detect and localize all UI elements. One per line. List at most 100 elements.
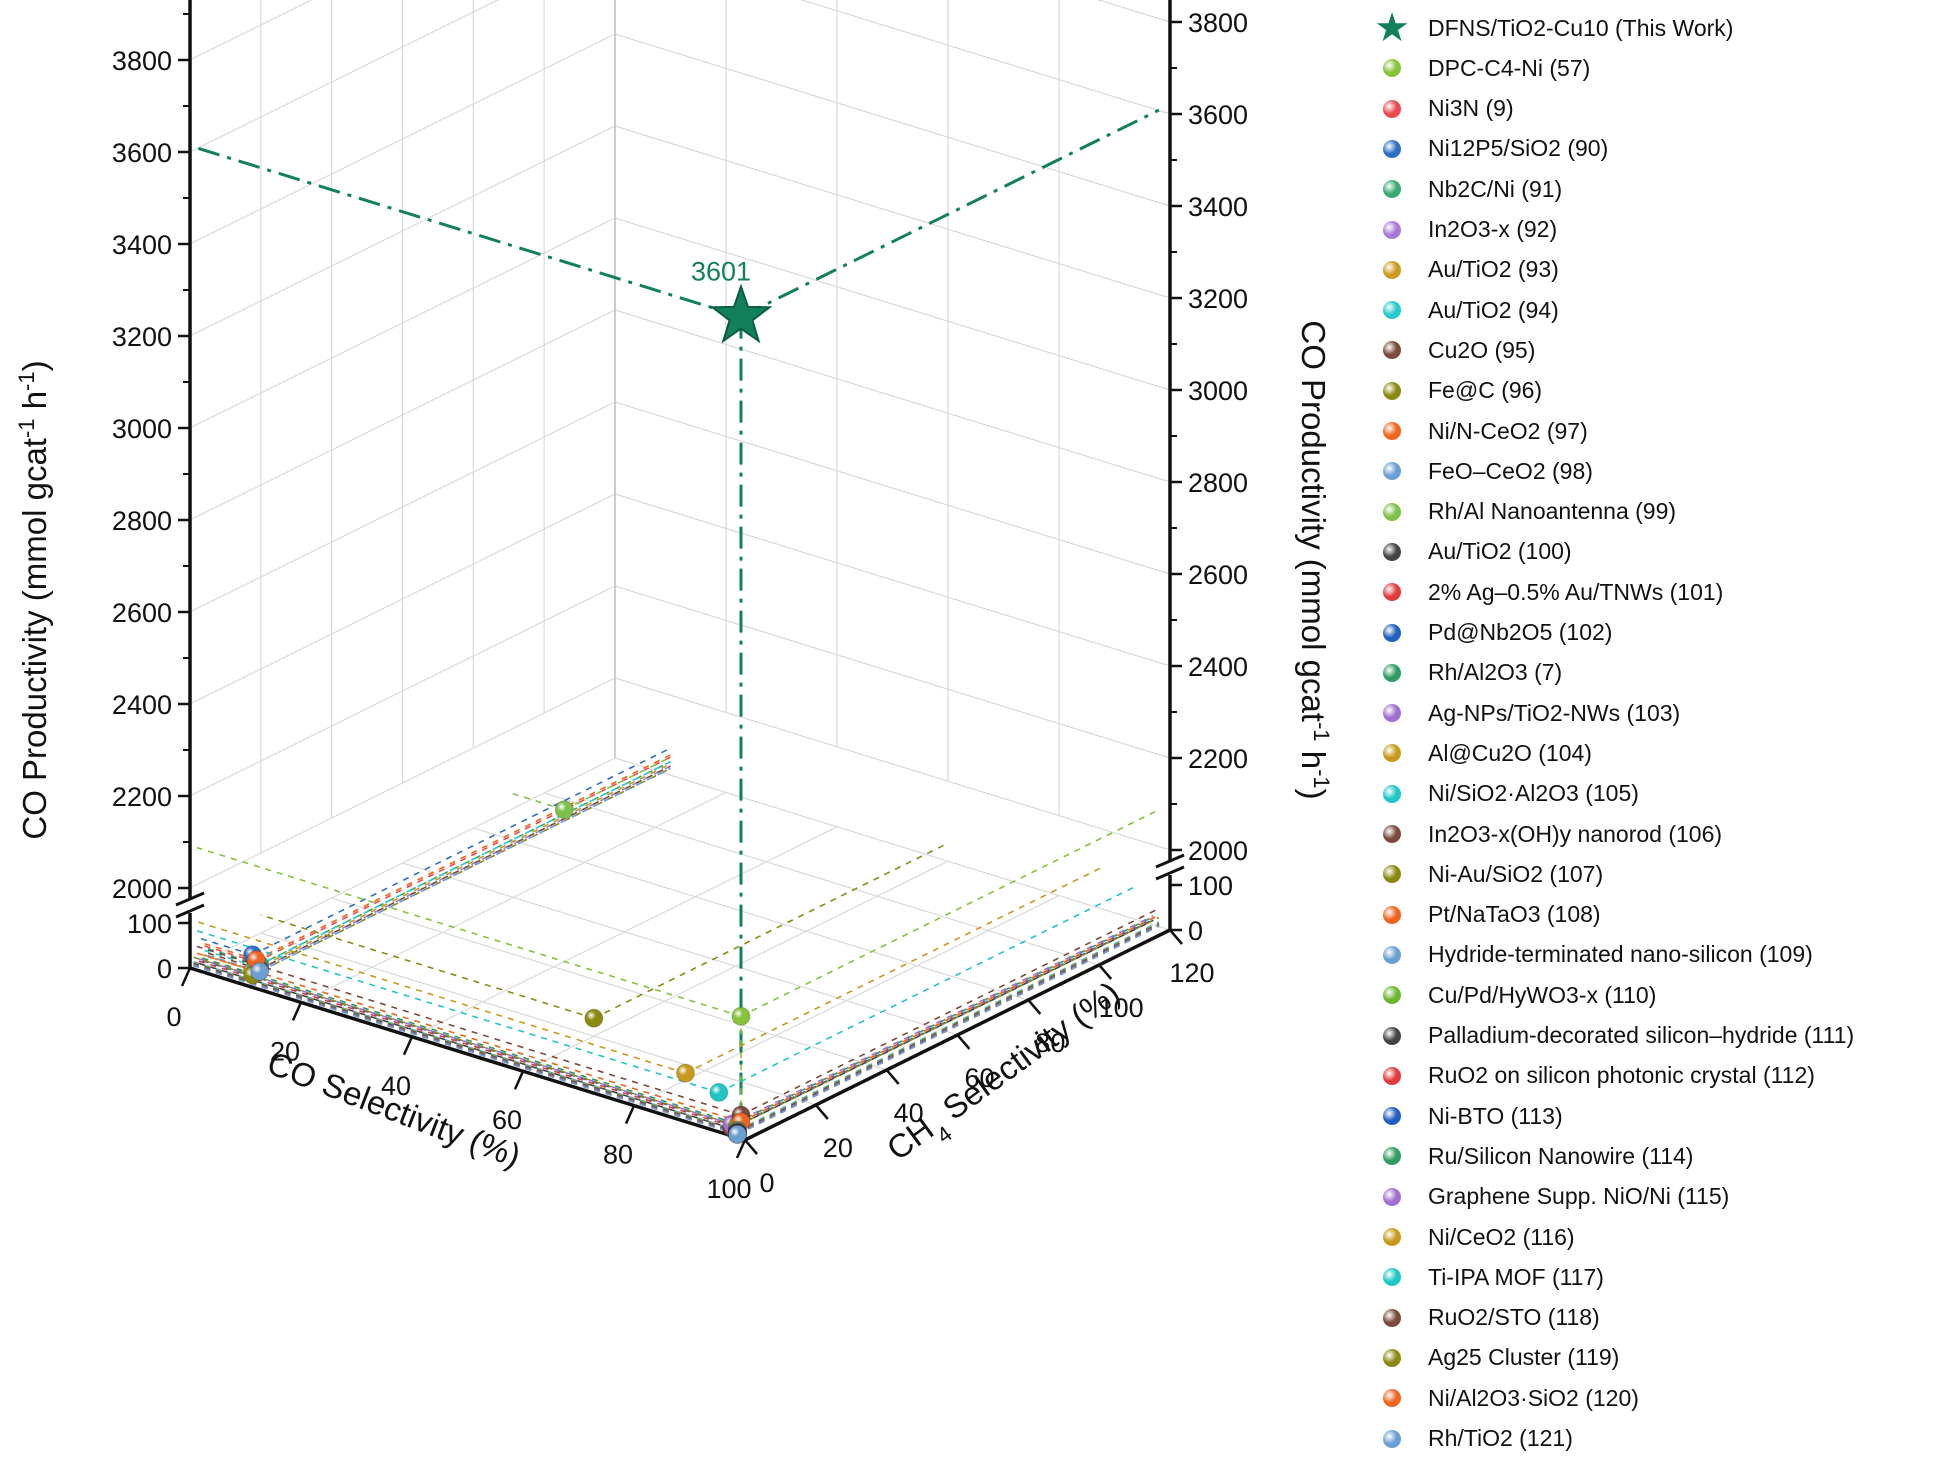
projection-line <box>563 756 671 811</box>
legend-label: DFNS/TiO2-Cu10 (This Work) <box>1428 14 1734 41</box>
legend-label: Hydride-terminated nano-silicon (109) <box>1428 941 1813 968</box>
legend-label: Ni12P5/SiO2 (90) <box>1428 135 1609 162</box>
ball-icon <box>1370 48 1414 88</box>
legend-item: Au/TiO2 (93) <box>1370 250 1559 290</box>
legend-label: 2% Ag–0.5% Au/TNWs (101) <box>1428 578 1724 605</box>
legend-item: Rh/Al Nanoantenna (99) <box>1370 492 1676 532</box>
legend-label: Au/TiO2 (100) <box>1428 538 1572 565</box>
ball-icon <box>1370 1298 1414 1338</box>
ball-icon <box>1370 330 1414 370</box>
legend-item: Al@Cu2O (104) <box>1370 733 1592 773</box>
projection-line <box>203 951 260 970</box>
y-tick-mark <box>956 1034 971 1050</box>
data-point <box>675 1063 695 1083</box>
legend-label: Nb2C/Ni (91) <box>1428 175 1563 202</box>
legend-item: Graphene Supp. NiO/Ni (115) <box>1370 1177 1729 1217</box>
ball-icon <box>1370 532 1414 572</box>
projection-line <box>593 842 949 1019</box>
legend-label: Ni-BTO (113) <box>1428 1102 1563 1129</box>
legend-item: Palladium-decorated silicon–hydride (111… <box>1370 1016 1854 1056</box>
floor-grid-line-y <box>473 827 1029 1001</box>
ball-icon <box>1370 1096 1414 1136</box>
ball-icon <box>1370 411 1414 451</box>
projection-line <box>196 955 736 1125</box>
x-tick-mark <box>513 1070 525 1090</box>
legend-item: Cu/Pd/HyWO3-x (110) <box>1370 975 1656 1015</box>
z-tick-label-left: 2200 <box>112 782 172 812</box>
ball-icon <box>1370 169 1414 209</box>
legend-item: Ti-IPA MOF (117) <box>1370 1257 1604 1297</box>
x-tick-label: 60 <box>492 1105 522 1135</box>
legend-label: Au/TiO2 (93) <box>1428 256 1559 283</box>
legend-label: Cu2O (95) <box>1428 336 1536 363</box>
ball-icon <box>1370 895 1414 935</box>
ball-icon <box>1370 1257 1414 1297</box>
legend-item: Fe@C (96) <box>1370 371 1542 411</box>
legend-item: DPC-C4-Ni (57) <box>1370 48 1590 88</box>
legend-item: FeO–CeO2 (98) <box>1370 451 1593 491</box>
ball-icon <box>1370 1419 1414 1459</box>
legend-item: Au/TiO2 (100) <box>1370 532 1572 572</box>
data-layer: 3601 <box>193 108 1160 1144</box>
y-tick-label: 60 <box>964 1063 994 1093</box>
legend-label: RuO2 on silicon photonic crystal (112) <box>1428 1062 1815 1089</box>
z-tick-label-right: 2400 <box>1188 652 1248 682</box>
data-point <box>731 1006 751 1026</box>
z-tick-label-right: 2800 <box>1188 468 1248 498</box>
legend-item: RuO2/STO (118) <box>1370 1298 1600 1338</box>
floor-grid-line-y <box>614 757 1171 931</box>
legend-item: RuO2 on silicon photonic crystal (112) <box>1370 1056 1815 1096</box>
data-point <box>584 1008 604 1028</box>
wall-grid-line-z <box>189 309 1171 521</box>
ball-icon <box>1370 975 1414 1015</box>
projection-line <box>200 948 257 968</box>
projection-line <box>685 865 1104 1074</box>
z-tick-label-left: 2800 <box>112 506 172 536</box>
legend-item: Ag-NPs/TiO2-NWs (103) <box>1370 693 1680 733</box>
floor-grid-line-y <box>331 897 887 1071</box>
legend-item: In2O3-x(OH)y nanorod (106) <box>1370 814 1722 854</box>
grid-lines <box>189 0 1171 1141</box>
legend-item: Rh/Al2O3 (7) <box>1370 653 1562 693</box>
legend-item: Ni/CeO2 (116) <box>1370 1217 1575 1257</box>
x-tick-label: 100 <box>706 1174 751 1204</box>
legend-label: Ru/Silicon Nanowire (114) <box>1428 1142 1694 1169</box>
legend-item: Ru/Silicon Nanowire (114) <box>1370 1136 1693 1176</box>
ball-icon <box>1370 451 1414 491</box>
floor-grid-line-y <box>260 932 817 1106</box>
projection-line <box>193 956 733 1125</box>
legend-item: Ag25 Cluster (119) <box>1370 1338 1619 1378</box>
legend-label: FeO–CeO2 (98) <box>1428 457 1593 484</box>
ball-icon <box>1370 693 1414 733</box>
ball-icon <box>1370 1338 1414 1378</box>
wall-grid-line-z <box>189 677 1171 889</box>
ball-icon <box>1370 935 1414 975</box>
projection-line <box>252 747 671 956</box>
ball-icon <box>1370 733 1414 773</box>
projection-line <box>259 767 671 973</box>
projection-line <box>740 914 1160 1123</box>
data-point <box>727 1124 747 1144</box>
y-tick-label: 80 <box>1035 1028 1065 1058</box>
projection-line <box>203 953 260 973</box>
y-tick-label: 20 <box>823 1133 853 1163</box>
x-tick-mark <box>624 1105 636 1125</box>
y-tick-mark <box>744 1139 758 1155</box>
legend-item: Pd@Nb2O5 (102) <box>1370 613 1612 653</box>
data-point-star <box>709 283 773 344</box>
ball-icon <box>1370 250 1414 290</box>
x-tick-label: 20 <box>270 1036 300 1066</box>
data-point <box>250 961 270 981</box>
legend-item: 2% Ag–0.5% Au/TNWs (101) <box>1370 572 1723 612</box>
x-axis-line <box>189 966 746 1142</box>
ball-icon <box>1370 1217 1414 1257</box>
legend-label: Ni/Al2O3·SiO2 (120) <box>1428 1384 1639 1411</box>
legend-label: RuO2/STO (118) <box>1428 1304 1600 1331</box>
y-tick-label: 0 <box>759 1168 774 1198</box>
ball-icon <box>1370 492 1414 532</box>
legend-item: Ni/SiO2·Al2O3 (105) <box>1370 774 1639 814</box>
wall-grid-line-z <box>189 0 1171 61</box>
legend-item: Ni-Au/SiO2 (107) <box>1370 854 1603 894</box>
z-tick-label-left: 3200 <box>112 322 172 352</box>
projection-line <box>508 791 565 811</box>
